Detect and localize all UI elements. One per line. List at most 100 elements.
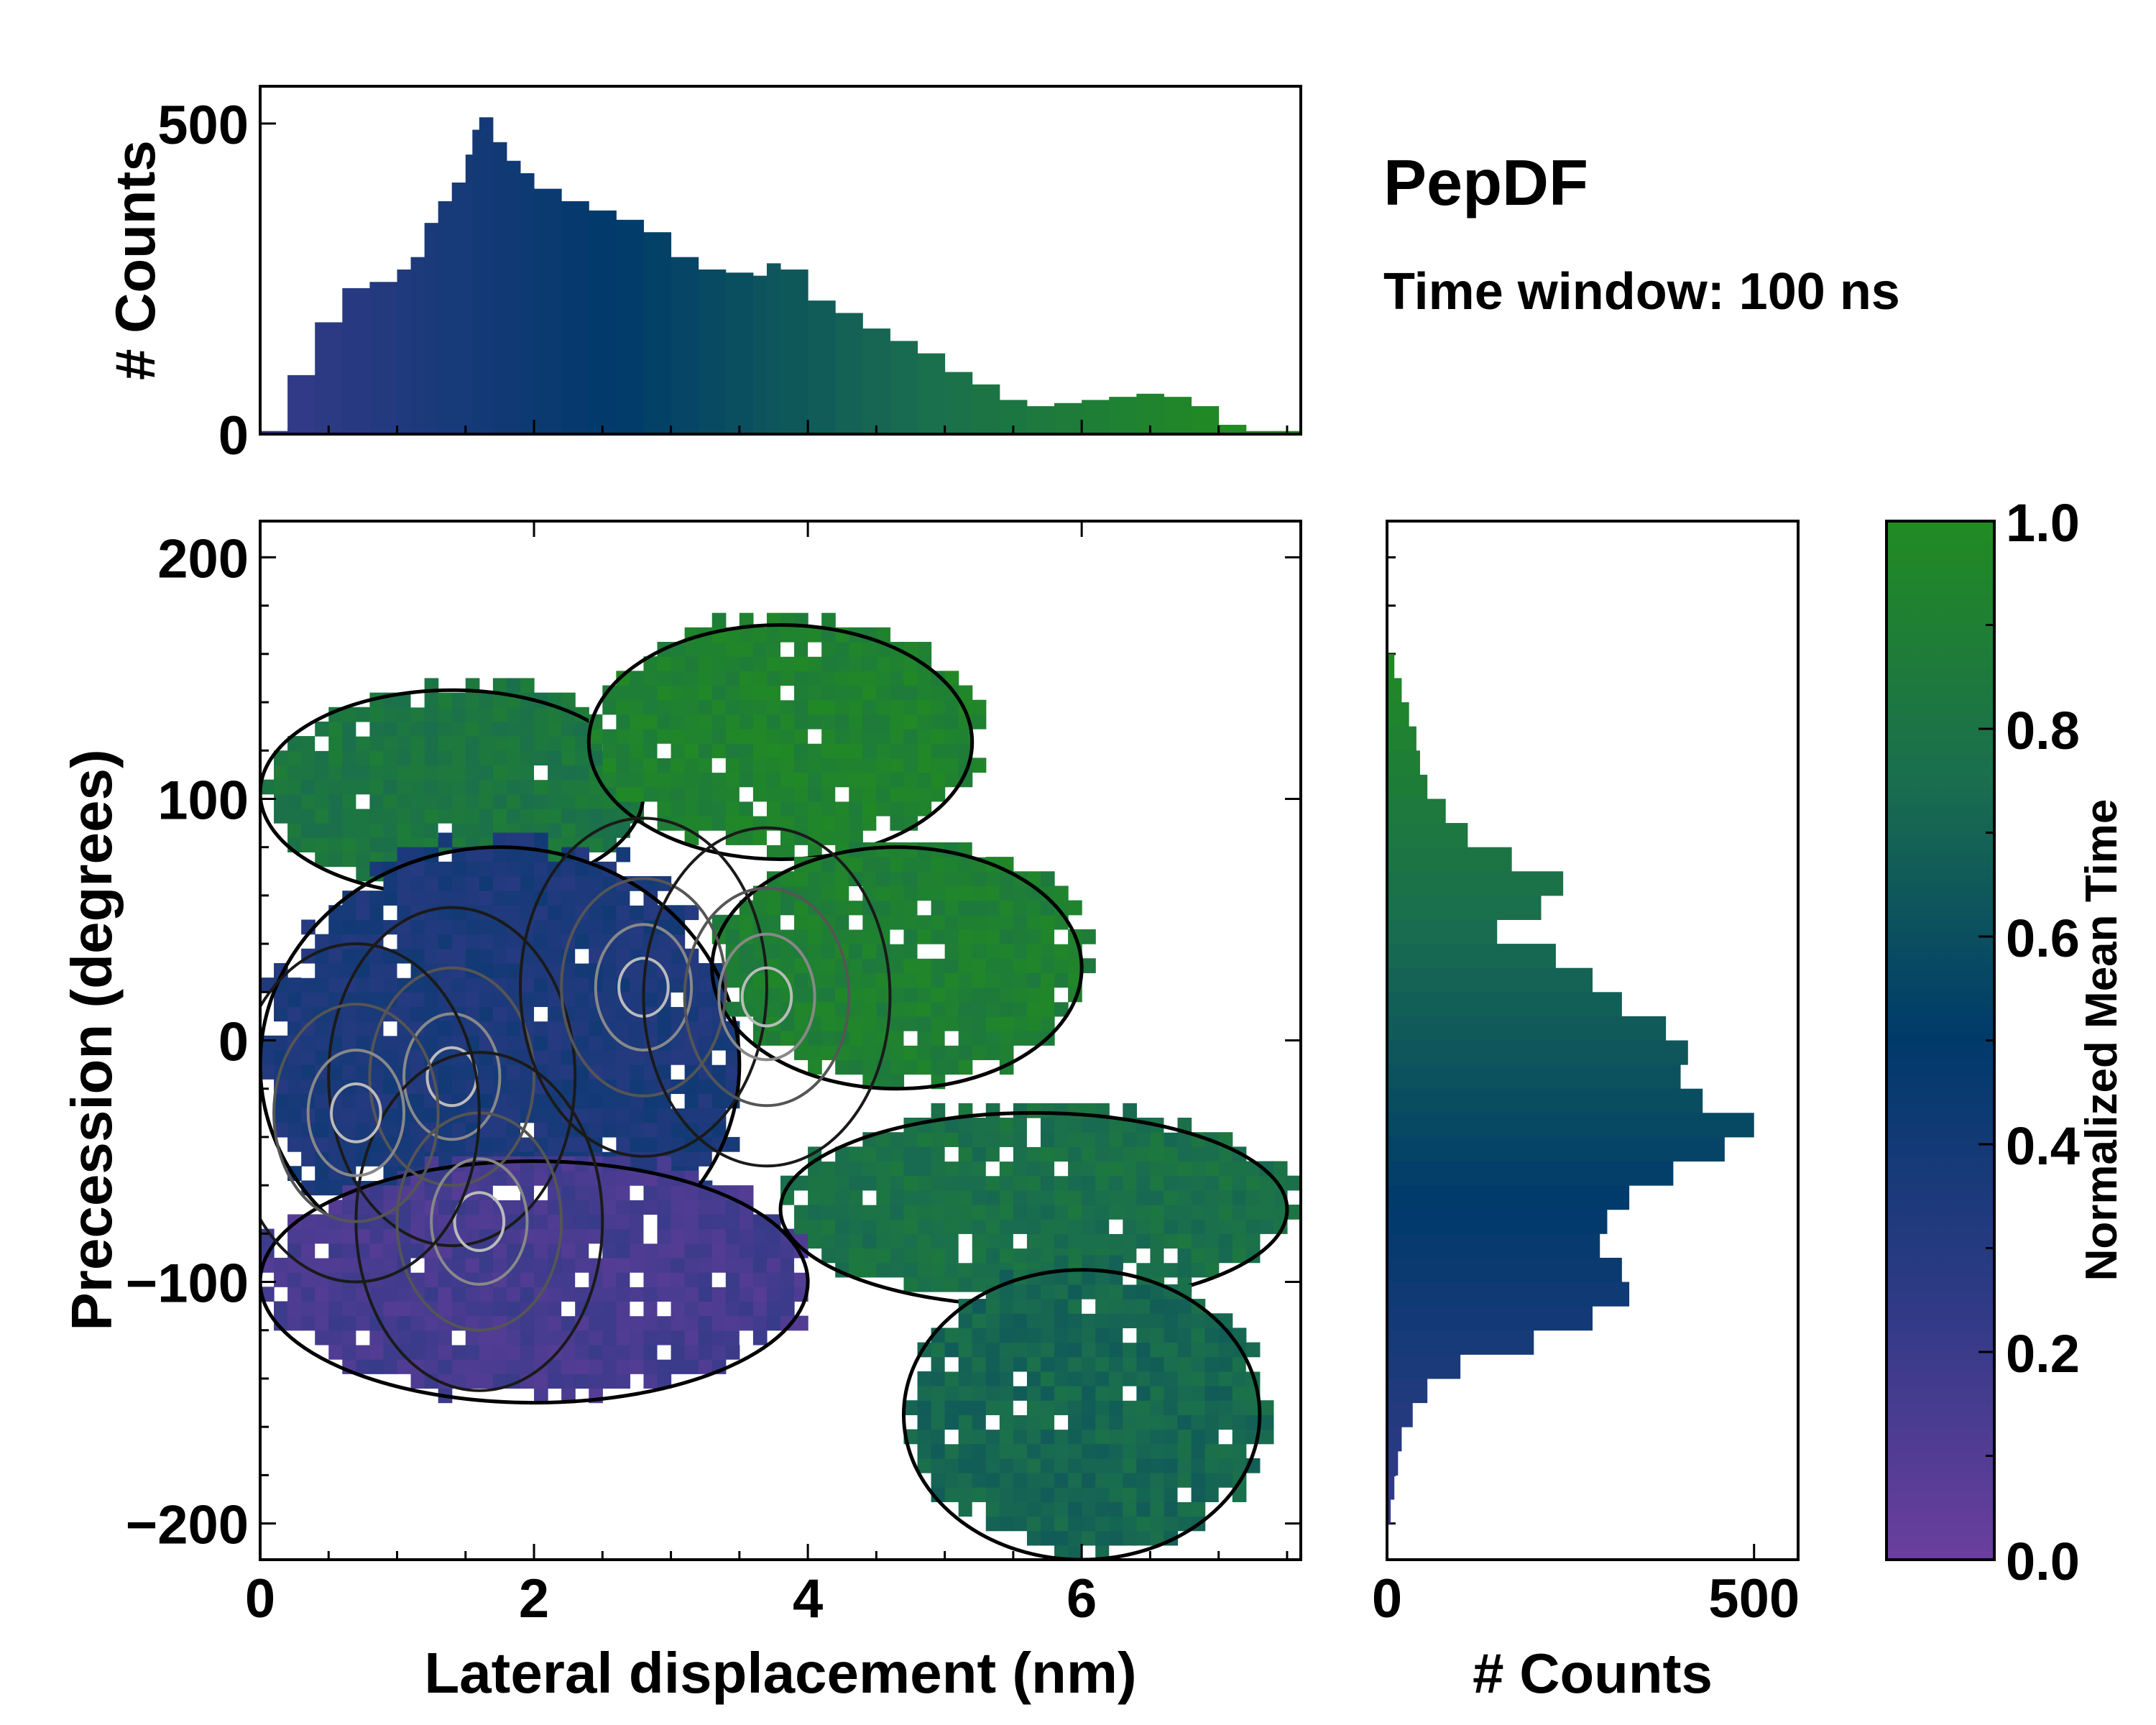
- heatmap-cell: [479, 1093, 494, 1109]
- heatmap-cell: [944, 871, 959, 887]
- heatmap-cell: [657, 699, 672, 715]
- heatmap-cell: [1109, 1233, 1123, 1249]
- heatmap-cell: [725, 1315, 740, 1331]
- heatmap-cell: [410, 765, 425, 781]
- heatmap-cell: [616, 891, 631, 906]
- heatmap-cell: [849, 1233, 863, 1249]
- heatmap-cell: [315, 750, 329, 766]
- heatmap-cell: [369, 765, 384, 781]
- heatmap-cell: [835, 1233, 849, 1249]
- heatmap-cell: [589, 1228, 603, 1244]
- heatmap-cell: [999, 1219, 1014, 1234]
- heatmap-cell: [438, 721, 453, 737]
- heatmap-cell: [1068, 1269, 1082, 1285]
- heatmap-cell: [1150, 1146, 1165, 1162]
- heatmap-cell: [1177, 1342, 1192, 1358]
- heatmap-cell: [972, 1356, 987, 1372]
- heatmap-cell: [397, 875, 412, 891]
- heatmap-cell: [999, 944, 1014, 959]
- heatmap-cell: [1026, 1473, 1041, 1488]
- heatmap-cell: [575, 1035, 589, 1051]
- heatmap-cell: [985, 1031, 1000, 1046]
- heatmap-cell: [780, 772, 795, 788]
- heatmap-cell: [766, 729, 781, 744]
- heatmap-cell: [383, 721, 398, 737]
- heatmap-cell: [876, 656, 891, 671]
- heatmap-cell: [958, 1429, 973, 1445]
- heatmap-cell: [1013, 1458, 1028, 1473]
- heatmap-cell: [903, 944, 918, 959]
- heatmap-cell: [657, 1156, 672, 1172]
- heatmap-cell: [548, 736, 562, 751]
- heatmap-cell: [1150, 1175, 1165, 1191]
- heatmap-cell: [383, 1200, 398, 1215]
- heatmap-cell: [931, 886, 946, 901]
- density-contour: [683, 886, 851, 1108]
- heatmap-cell: [985, 1190, 1000, 1205]
- heatmap-cell: [725, 699, 740, 715]
- heatmap-cell: [561, 721, 576, 737]
- heatmap-cell: [301, 794, 315, 809]
- heatmap-cell: [602, 1049, 617, 1065]
- heatmap-cell: [1150, 1205, 1165, 1220]
- heatmap-cell: [958, 871, 973, 887]
- right-hist-bar: [1387, 653, 1395, 678]
- heatmap-cell: [342, 1064, 356, 1080]
- heatmap-cell: [903, 1233, 918, 1249]
- heatmap-cell: [944, 929, 959, 944]
- heatmap-cell: [862, 772, 877, 788]
- heatmap-cell: [589, 729, 603, 744]
- heatmap-cell: [1041, 900, 1055, 916]
- heatmap-cell: [794, 929, 808, 944]
- right-hist-bar: [1387, 871, 1564, 896]
- heatmap-cell: [684, 1243, 699, 1259]
- heatmap-cell: [575, 978, 589, 993]
- heatmap-cell: [561, 1170, 576, 1186]
- heatmap-cell: [780, 871, 795, 887]
- heatmap-cell: [725, 743, 740, 758]
- heatmap-cell: [397, 1228, 412, 1244]
- heatmap-cell: [643, 699, 658, 715]
- heatmap-cell: [424, 992, 439, 1008]
- heatmap-cell: [999, 1045, 1014, 1060]
- heatmap-cell: [465, 1108, 480, 1123]
- heatmap-cell: [1054, 886, 1069, 901]
- heatmap-cell: [548, 721, 562, 737]
- heatmap-cell: [972, 1386, 987, 1401]
- heatmap-cell: [424, 692, 439, 708]
- heatmap-cell: [424, 1344, 439, 1360]
- heatmap-cell: [479, 1006, 494, 1022]
- heatmap-cell: [698, 758, 713, 773]
- heatmap-cell: [451, 875, 466, 891]
- heatmap-cell: [985, 972, 1000, 988]
- heatmap-cell: [958, 900, 973, 916]
- heatmap-cell: [1191, 1328, 1206, 1343]
- heatmap-cell: [821, 1205, 836, 1220]
- heatmap-empty-cell: [1013, 1233, 1028, 1249]
- heatmap-cell: [479, 1301, 494, 1317]
- heatmap-cell: [506, 1301, 521, 1317]
- heatmap-cell: [451, 1287, 466, 1302]
- top-hist-bar: [369, 282, 398, 434]
- heatmap-cell: [315, 1228, 329, 1244]
- heatmap-cell: [397, 823, 412, 838]
- heatmap-cell: [369, 721, 384, 737]
- heatmap-cell: [657, 948, 672, 964]
- heatmap-cell: [1068, 1386, 1082, 1401]
- heatmap-cell: [671, 1257, 686, 1273]
- heatmap-cell: [369, 707, 384, 722]
- heatmap-cell: [520, 875, 535, 891]
- heatmap-cell: [548, 1006, 562, 1022]
- heatmap-cell: [876, 1001, 891, 1017]
- heatmap-cell: [808, 1059, 822, 1075]
- heatmap-cell: [1054, 1299, 1069, 1314]
- heatmap-empty-cell: [862, 1190, 877, 1205]
- heatmap-cell: [616, 772, 631, 788]
- heatmap-cell: [315, 721, 329, 737]
- heatmap-cell: [369, 1287, 384, 1302]
- heatmap-cell: [903, 1205, 918, 1220]
- heatmap-cell: [630, 685, 645, 701]
- heatmap-cell: [1041, 871, 1055, 887]
- heatmap-cell: [1013, 1487, 1028, 1502]
- heatmap-cell: [1054, 1458, 1069, 1473]
